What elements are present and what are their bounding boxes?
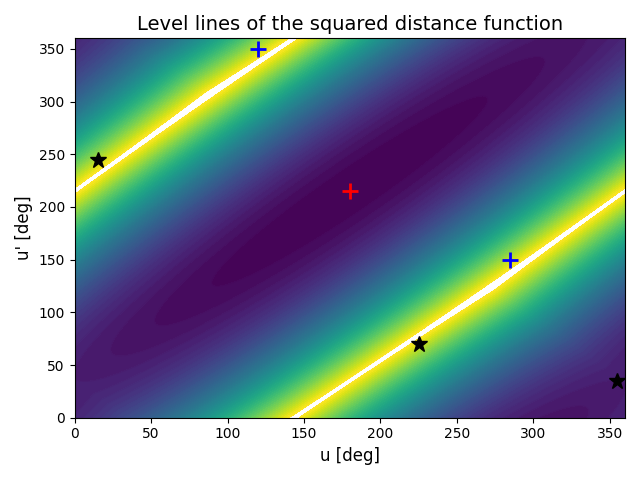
Y-axis label: u' [deg]: u' [deg] [15, 196, 33, 260]
Title: Level lines of the squared distance function: Level lines of the squared distance func… [137, 15, 563, 34]
X-axis label: u [deg]: u [deg] [320, 447, 380, 465]
